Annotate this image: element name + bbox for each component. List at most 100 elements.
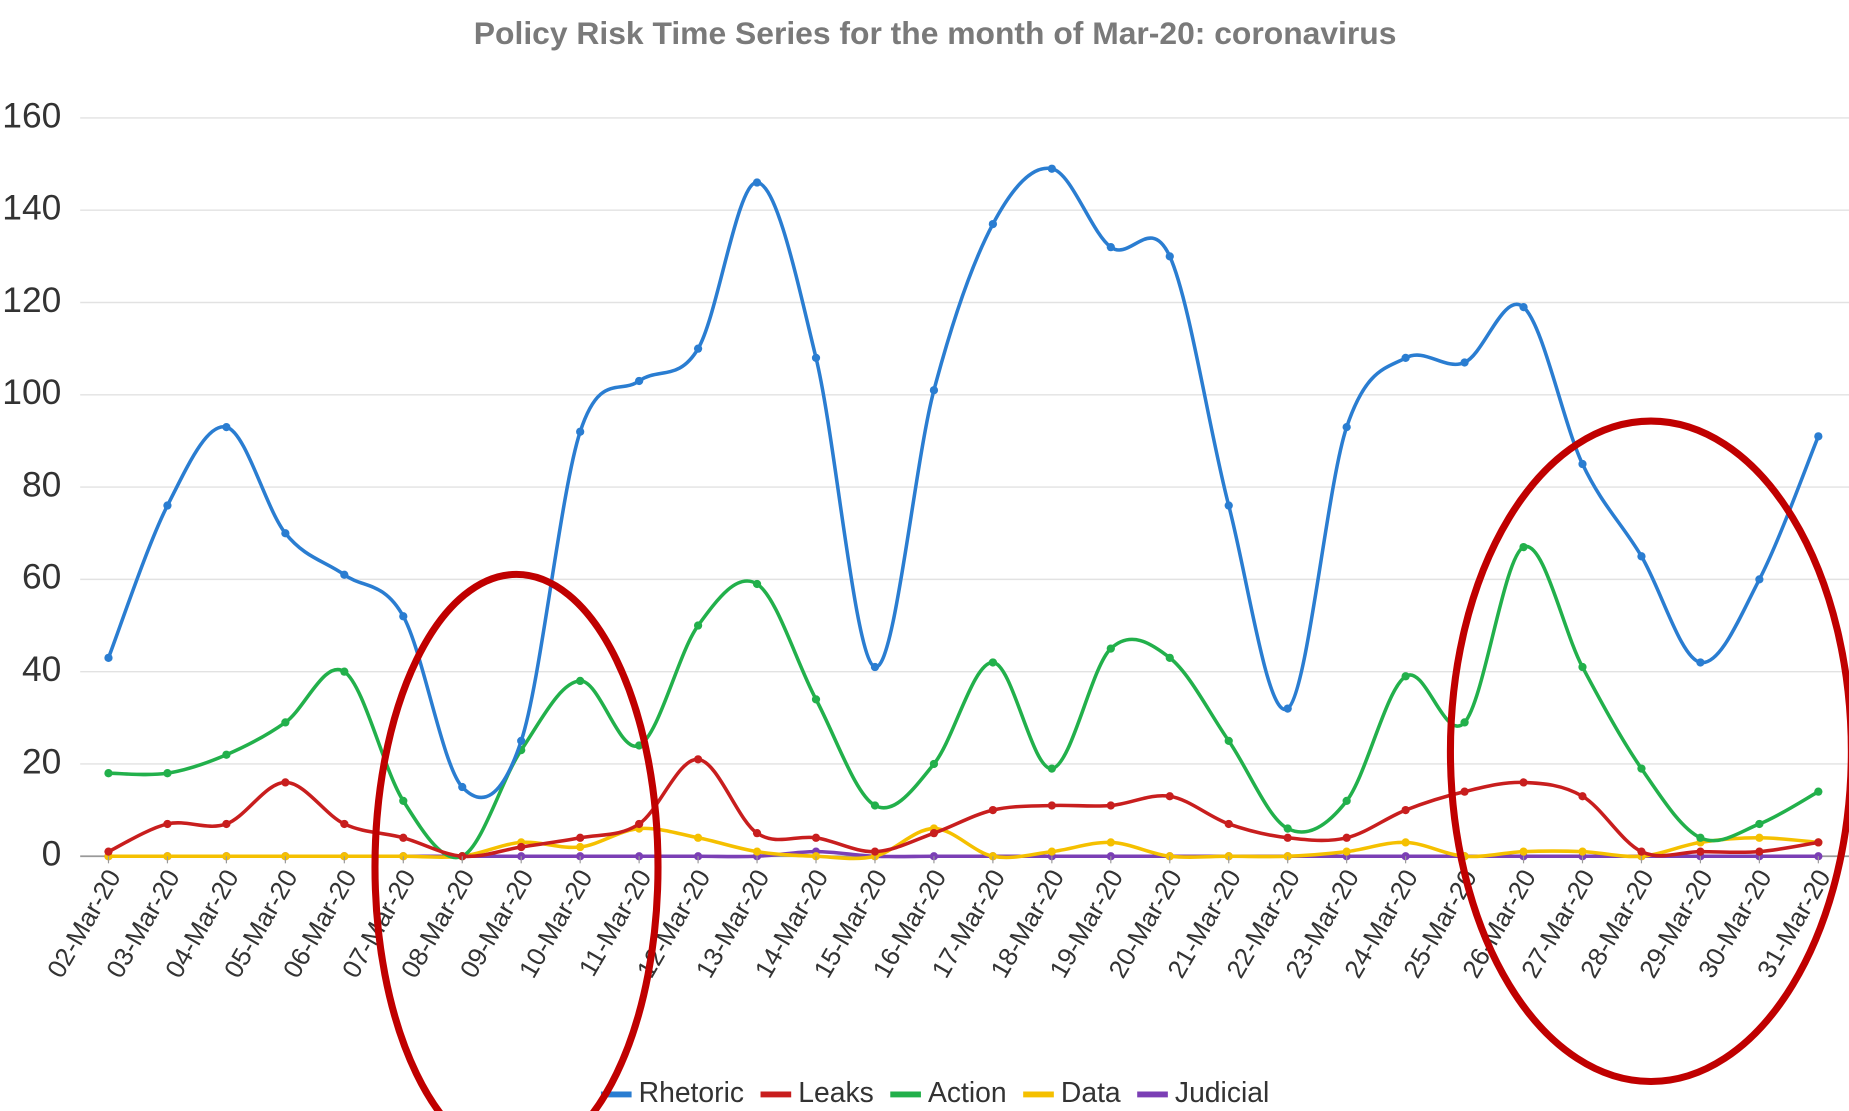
data-point	[1165, 653, 1174, 662]
data-point	[281, 718, 290, 727]
data-point	[399, 833, 408, 842]
y-tick-label: 20	[22, 742, 61, 781]
data-point	[1755, 847, 1764, 856]
data-point	[870, 662, 880, 672]
data-point	[281, 778, 290, 787]
data-point	[1755, 819, 1764, 829]
data-point	[340, 570, 349, 579]
data-point	[693, 755, 703, 764]
data-point	[1755, 575, 1764, 584]
data-point	[163, 501, 172, 510]
data-point	[399, 796, 408, 806]
data-point	[1342, 847, 1351, 856]
data-point	[988, 219, 998, 229]
data-point	[811, 833, 821, 842]
data-point	[1342, 833, 1351, 842]
data-point	[576, 676, 585, 686]
data-point	[1578, 847, 1587, 856]
data-point	[517, 842, 526, 852]
data-point	[1519, 847, 1528, 856]
data-point	[281, 529, 290, 538]
data-point	[104, 653, 113, 662]
data-point	[458, 782, 467, 792]
plot	[104, 164, 1823, 861]
y-tick-label: 140	[2, 189, 61, 228]
data-point	[870, 847, 880, 856]
data-point	[1637, 552, 1646, 561]
data-point	[340, 667, 349, 676]
data-point	[1283, 704, 1292, 713]
data-point	[1578, 662, 1587, 672]
data-point	[1047, 764, 1056, 773]
legend-label: Judicial	[1175, 1076, 1269, 1108]
data-point	[1106, 838, 1115, 847]
data-point	[929, 829, 939, 838]
data-point	[1460, 718, 1469, 727]
highlight-ellipse	[1446, 417, 1849, 1085]
data-point	[517, 736, 526, 746]
y-tick-label: 40	[22, 650, 61, 689]
series-line	[108, 826, 1819, 861]
annotations	[371, 417, 1849, 1111]
data-point	[1401, 672, 1410, 681]
data-point	[693, 621, 703, 630]
data-point	[222, 422, 231, 432]
data-point	[870, 801, 880, 810]
data-point	[1224, 736, 1233, 746]
data-point	[1401, 838, 1410, 847]
data-point	[988, 658, 998, 667]
data-point	[1342, 796, 1351, 806]
data-point	[1814, 432, 1823, 441]
data-point	[576, 833, 585, 842]
data-point	[163, 769, 172, 778]
y-tick-label: 100	[2, 373, 61, 412]
data-point	[1224, 819, 1233, 829]
data-point	[752, 579, 762, 589]
data-point	[1519, 542, 1528, 552]
y-tick-label: 0	[42, 835, 62, 874]
data-point	[635, 819, 644, 829]
data-point	[693, 833, 703, 842]
chart-title: Policy Risk Time Series for the month of…	[474, 15, 1397, 51]
data-point	[576, 427, 585, 436]
y-tick-label: 80	[22, 465, 61, 504]
data-point	[1814, 838, 1823, 847]
data-point	[222, 819, 231, 829]
grid: 0 20 40 60 80 100 120 140 160	[2, 96, 1849, 874]
data-point	[811, 695, 821, 704]
data-point	[1696, 847, 1705, 856]
data-point	[1047, 164, 1056, 173]
data-point	[1460, 358, 1469, 367]
data-point	[1224, 501, 1233, 510]
data-point	[988, 805, 998, 815]
data-point	[1106, 644, 1115, 653]
data-point	[104, 769, 113, 778]
data-point	[1401, 805, 1410, 815]
data-point	[1106, 243, 1115, 252]
data-point	[929, 386, 939, 395]
data-point	[693, 344, 703, 353]
data-point	[811, 353, 821, 363]
data-point	[340, 819, 349, 829]
legend-label: Action	[928, 1076, 1007, 1108]
data-point	[1696, 658, 1705, 667]
data-point	[1165, 252, 1174, 261]
legend-label: Leaks	[798, 1076, 874, 1108]
highlight-ellipse	[371, 570, 662, 1111]
data-point	[1165, 792, 1174, 801]
data-point	[1578, 792, 1587, 801]
data-point	[163, 819, 172, 829]
data-point	[1106, 801, 1115, 810]
y-tick-label: 120	[2, 281, 61, 320]
y-tick-label: 160	[2, 96, 61, 135]
data-point	[1047, 847, 1056, 856]
legend-label: Rhetoric	[639, 1076, 744, 1108]
data-point	[635, 376, 644, 386]
x-axis: 02-Mar-2003-Mar-2004-Mar-2005-Mar-2006-M…	[43, 856, 1837, 983]
series-line	[108, 544, 1820, 860]
data-point	[104, 847, 113, 856]
data-point	[1519, 303, 1528, 312]
data-point	[1283, 824, 1292, 833]
data-point	[752, 178, 762, 187]
